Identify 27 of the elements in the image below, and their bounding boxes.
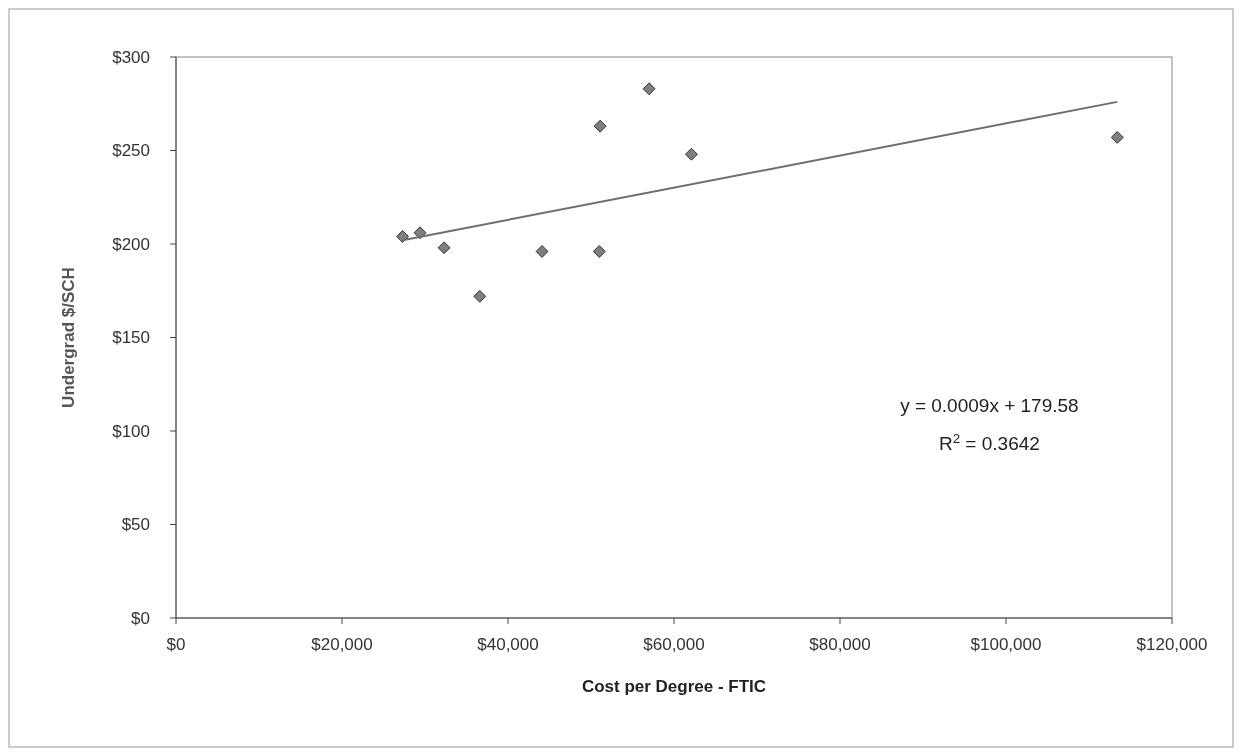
x-tick-label: $20,000 xyxy=(311,635,373,654)
x-tick-label: $0 xyxy=(166,635,186,654)
point xyxy=(437,241,451,255)
y-axis-title: Undergrad $/SCH xyxy=(59,267,78,408)
x-tick-label: $40,000 xyxy=(477,635,539,654)
y-tick-label: $50 xyxy=(121,515,150,535)
y-tick-label: $300 xyxy=(112,47,150,67)
y-tick-label: $250 xyxy=(112,141,150,161)
point xyxy=(593,119,607,133)
point xyxy=(1110,130,1124,144)
point xyxy=(473,289,487,303)
y-tick-label: $150 xyxy=(112,328,150,348)
x-axis-title: Cost per Degree - FTIC xyxy=(581,677,767,696)
y-tick-label: $0 xyxy=(131,608,150,628)
point xyxy=(642,82,656,96)
point xyxy=(396,230,410,243)
y-tick-label: $100 xyxy=(112,421,150,441)
x-tick-label: $60,000 xyxy=(643,635,705,654)
point xyxy=(684,147,698,161)
x-tick-label: $100,000 xyxy=(970,635,1042,654)
annotation: y = 0.0009x + 179.58 xyxy=(900,395,1079,417)
x-tick-label: $80,000 xyxy=(809,635,871,654)
point xyxy=(535,245,549,258)
x-tick-label: $120,000 xyxy=(1136,635,1208,654)
annotation: R$^{2}$ = 0.3642 xyxy=(938,430,1040,455)
y-tick-label: $200 xyxy=(112,234,150,254)
point xyxy=(592,245,606,258)
